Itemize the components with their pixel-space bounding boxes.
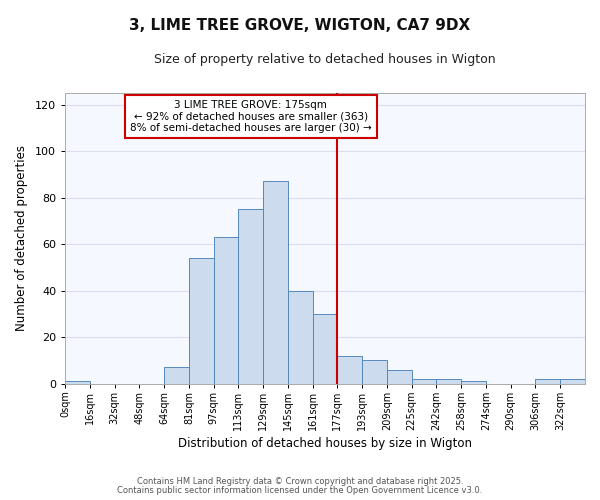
Text: 3, LIME TREE GROVE, WIGTON, CA7 9DX: 3, LIME TREE GROVE, WIGTON, CA7 9DX [130,18,470,32]
Bar [263,182,288,384]
Title: Size of property relative to detached houses in Wigton: Size of property relative to detached ho… [154,52,496,66]
Bar [535,379,560,384]
Bar [337,356,362,384]
Bar [560,379,585,384]
Bar [313,314,337,384]
Bar [362,360,387,384]
Bar [164,368,189,384]
Bar [214,237,238,384]
Y-axis label: Number of detached properties: Number of detached properties [15,146,28,332]
Bar [387,370,412,384]
Bar [461,382,486,384]
Bar [65,382,90,384]
Text: Contains public sector information licensed under the Open Government Licence v3: Contains public sector information licen… [118,486,482,495]
Bar [412,379,436,384]
Bar [238,210,263,384]
Bar [288,290,313,384]
Bar [189,258,214,384]
Bar [436,379,461,384]
X-axis label: Distribution of detached houses by size in Wigton: Distribution of detached houses by size … [178,437,472,450]
Text: Contains HM Land Registry data © Crown copyright and database right 2025.: Contains HM Land Registry data © Crown c… [137,477,463,486]
Text: 3 LIME TREE GROVE: 175sqm
← 92% of detached houses are smaller (363)
8% of semi-: 3 LIME TREE GROVE: 175sqm ← 92% of detac… [130,100,371,133]
